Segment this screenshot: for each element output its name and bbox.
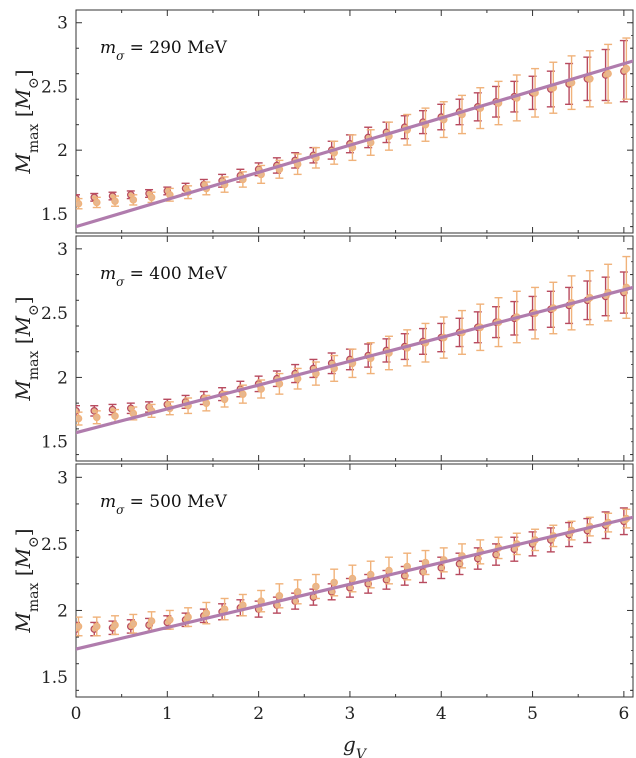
data-point: [622, 64, 631, 73]
fit-line: [76, 285, 633, 435]
data-point: [330, 578, 338, 587]
data-point: [312, 582, 320, 591]
data-point: [220, 605, 229, 613]
y-tick-label: 2: [57, 601, 68, 621]
data-point: [385, 566, 393, 575]
y-tick-label: 3: [57, 240, 68, 260]
y-tick-label: 3: [57, 14, 68, 34]
ylabel-sub: max: [26, 124, 42, 154]
annotation-value: = 290 MeV: [124, 38, 227, 58]
ylabel-unit-close: ]: [11, 296, 35, 304]
data-point: [275, 592, 284, 600]
data-point: [220, 395, 229, 404]
ylabel-unit-open: [: [11, 568, 35, 582]
y-axis-label: Mmax [M⊙]: [11, 528, 42, 633]
ylabel-unit-close: ]: [11, 69, 35, 77]
plot-frame: [75, 463, 634, 698]
data-point: [239, 601, 247, 609]
ylabel-unit-sub: ⊙: [26, 77, 42, 89]
plot-frame: [75, 235, 634, 462]
data-point: [76, 622, 83, 631]
xlabel-var: g: [343, 732, 356, 756]
plot-frame: [75, 9, 634, 234]
y-tick-label: 1.5: [41, 205, 68, 225]
data-point: [129, 619, 138, 628]
data-layer: [76, 255, 633, 435]
x-tick-label: 4: [436, 704, 447, 724]
data-point: [92, 413, 101, 422]
ylabel-unit-open: [: [11, 336, 35, 350]
y-axis-label: Mmax [M⊙]: [11, 69, 42, 174]
annotation-var: m: [100, 492, 116, 512]
annotation-value: = 500 MeV: [124, 492, 227, 512]
ylabel-unit-sub: ⊙: [26, 304, 42, 316]
data-point: [239, 390, 247, 398]
data-layer: [76, 507, 633, 651]
ylabel-unit-close: ]: [11, 528, 35, 536]
y-tick-label: 2: [57, 141, 68, 161]
data-point: [366, 570, 375, 579]
x-tick-label: 2: [253, 704, 264, 724]
x-tick-label: 1: [162, 704, 173, 724]
ylabel-unit-var: M: [11, 547, 35, 569]
data-point: [92, 198, 101, 207]
ylabel-unit-var: M: [11, 315, 35, 337]
data-point: [76, 414, 83, 423]
x-tick-label: 0: [71, 704, 82, 724]
x-tick-label: 3: [345, 704, 356, 724]
ylabel-sub: max: [26, 583, 42, 613]
data-point: [76, 199, 83, 208]
y-tick-label: 2.5: [41, 304, 68, 324]
data-point: [202, 609, 211, 617]
y-axis-label: Mmax [M⊙]: [11, 296, 42, 401]
annotation-sub: σ: [116, 49, 125, 63]
panel-annotation: mσ = 290 MeV: [100, 38, 228, 63]
data-point: [147, 617, 156, 625]
y-tick-label: 3: [57, 468, 68, 488]
ylabel-unit-sub: ⊙: [26, 536, 42, 548]
annotation-sub: σ: [116, 503, 125, 517]
panel-annotation: mσ = 400 MeV: [100, 264, 228, 289]
data-layer: [76, 37, 633, 229]
x-tick-label: 6: [618, 704, 629, 724]
data-point: [257, 385, 265, 393]
data-point: [92, 622, 101, 631]
ylabel-var: M: [11, 380, 35, 402]
ylabel-sub: max: [26, 351, 42, 381]
data-point: [348, 574, 357, 583]
ylabel-unit-var: M: [11, 88, 35, 110]
annotation-sub: σ: [116, 275, 125, 289]
fit-line: [76, 515, 633, 651]
data-point: [147, 193, 156, 202]
data-point: [111, 197, 119, 205]
panel-annotation: mσ = 500 MeV: [100, 492, 228, 517]
annotation-var: m: [100, 264, 116, 284]
x-tick-label: 5: [527, 704, 538, 724]
x-axis-label: gV: [343, 732, 368, 758]
y-tick-label: 1.5: [41, 433, 68, 453]
data-point: [166, 615, 174, 624]
y-tick-label: 2.5: [41, 535, 68, 555]
annotation-var: m: [100, 38, 116, 58]
ylabel-unit-open: [: [11, 109, 35, 123]
data-point: [111, 412, 119, 420]
ylabel-var: M: [11, 612, 35, 634]
data-point: [293, 588, 302, 596]
data-point: [604, 69, 612, 78]
xlabel-sub: V: [356, 747, 368, 758]
annotation-value: = 400 MeV: [124, 264, 227, 284]
data-point: [111, 621, 119, 629]
fit-line: [76, 59, 633, 229]
data-point: [184, 613, 192, 621]
data-point: [586, 75, 594, 83]
data-point: [129, 196, 138, 204]
y-tick-label: 1.5: [41, 668, 68, 688]
y-tick-label: 2.5: [41, 77, 68, 97]
ylabel-var: M: [11, 153, 35, 175]
y-tick-label: 2: [57, 368, 68, 388]
